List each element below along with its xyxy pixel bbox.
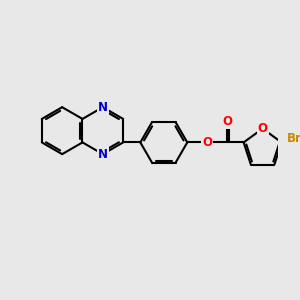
Text: Br: Br xyxy=(287,132,300,145)
Text: N: N xyxy=(98,148,108,160)
Text: O: O xyxy=(258,122,268,135)
Text: O: O xyxy=(202,136,212,149)
Text: O: O xyxy=(222,115,232,128)
Text: N: N xyxy=(98,101,108,114)
